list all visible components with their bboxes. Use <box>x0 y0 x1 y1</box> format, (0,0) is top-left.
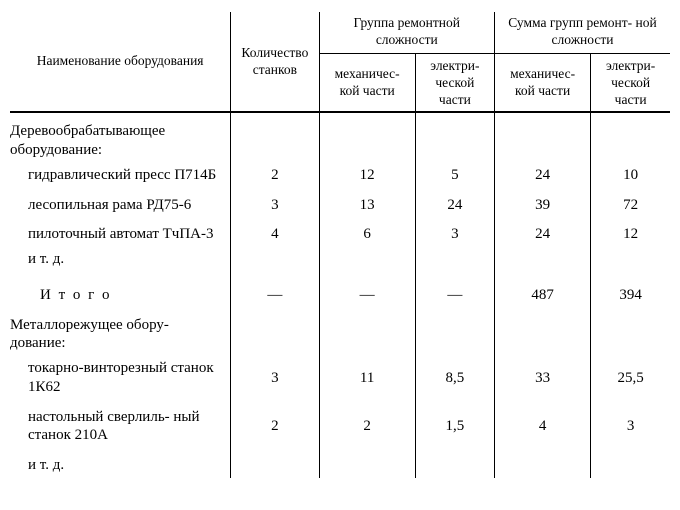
col-group: Группа ремонтной сложности <box>319 12 494 53</box>
col-elec1: электри- ческой части <box>415 53 494 112</box>
row-m2: 24 <box>495 163 591 188</box>
total-row: И т о г о — — — 487 394 <box>10 278 670 313</box>
row-m2: 24 <box>495 222 591 247</box>
row-qty: 2 <box>231 400 319 454</box>
row-name: лесопильная рама РД75-6 <box>10 188 231 223</box>
table-body: Деревообрабатывающее оборудование: гидра… <box>10 112 670 478</box>
col-qty: Количество станков <box>231 12 319 112</box>
etc-text: и т. д. <box>10 247 231 272</box>
etc-row: и т. д. <box>10 247 670 272</box>
section-title: Деревообрабатывающее оборудование: <box>10 119 670 163</box>
row-e2: 12 <box>591 222 670 247</box>
table-row: пилоточный автомат ТчПА-3 4 6 3 24 12 <box>10 222 670 247</box>
table-header: Наименование оборудования Количество ста… <box>10 12 670 112</box>
row-e2: 10 <box>591 163 670 188</box>
row-m1: 13 <box>319 188 415 223</box>
total-e2: 394 <box>591 278 670 313</box>
col-mech1: механичес- кой части <box>319 53 415 112</box>
row-e2: 3 <box>591 400 670 454</box>
row-name: токарно-винторезный станок 1К62 <box>10 356 231 400</box>
row-m1: 6 <box>319 222 415 247</box>
row-e1: 5 <box>415 163 494 188</box>
section-title-text: Деревообрабатывающее оборудование: <box>10 119 231 163</box>
row-m2: 33 <box>495 356 591 400</box>
row-e1: 1,5 <box>415 400 494 454</box>
row-m2: 4 <box>495 400 591 454</box>
row-qty: 3 <box>231 188 319 223</box>
table-row: настольный сверлиль- ный станок 210А 2 2… <box>10 400 670 454</box>
total-m1: — <box>319 278 415 313</box>
row-qty: 4 <box>231 222 319 247</box>
col-name: Наименование оборудования <box>10 12 231 112</box>
total-label: И т о г о <box>10 278 231 313</box>
col-sumgroup: Сумма групп ремонт- ной сложности <box>495 12 671 53</box>
row-m1: 11 <box>319 356 415 400</box>
table-row: гидравлический пресс П714Б 2 12 5 24 10 <box>10 163 670 188</box>
row-e2: 72 <box>591 188 670 223</box>
col-elec2: электри- ческой части <box>591 53 670 112</box>
total-e1: — <box>415 278 494 313</box>
row-qty: 2 <box>231 163 319 188</box>
section-title: Металлорежущее обору- дование: <box>10 313 670 357</box>
row-e1: 24 <box>415 188 494 223</box>
total-qty: — <box>231 278 319 313</box>
section-title-text: Металлорежущее обору- дование: <box>10 313 231 357</box>
equipment-table: Наименование оборудования Количество ста… <box>10 12 670 478</box>
row-qty: 3 <box>231 356 319 400</box>
row-e1: 3 <box>415 222 494 247</box>
row-e2: 25,5 <box>591 356 670 400</box>
row-name: пилоточный автомат ТчПА-3 <box>10 222 231 247</box>
row-m2: 39 <box>495 188 591 223</box>
row-name: настольный сверлиль- ный станок 210А <box>10 400 231 454</box>
row-m1: 12 <box>319 163 415 188</box>
total-m2: 487 <box>495 278 591 313</box>
table-row: токарно-винторезный станок 1К62 3 11 8,5… <box>10 356 670 400</box>
col-mech2: механичес- кой части <box>495 53 591 112</box>
table-row: лесопильная рама РД75-6 3 13 24 39 72 <box>10 188 670 223</box>
row-m1: 2 <box>319 400 415 454</box>
row-e1: 8,5 <box>415 356 494 400</box>
etc-row: и т. д. <box>10 453 670 478</box>
etc-text: и т. д. <box>10 453 231 478</box>
row-name: гидравлический пресс П714Б <box>10 163 231 188</box>
